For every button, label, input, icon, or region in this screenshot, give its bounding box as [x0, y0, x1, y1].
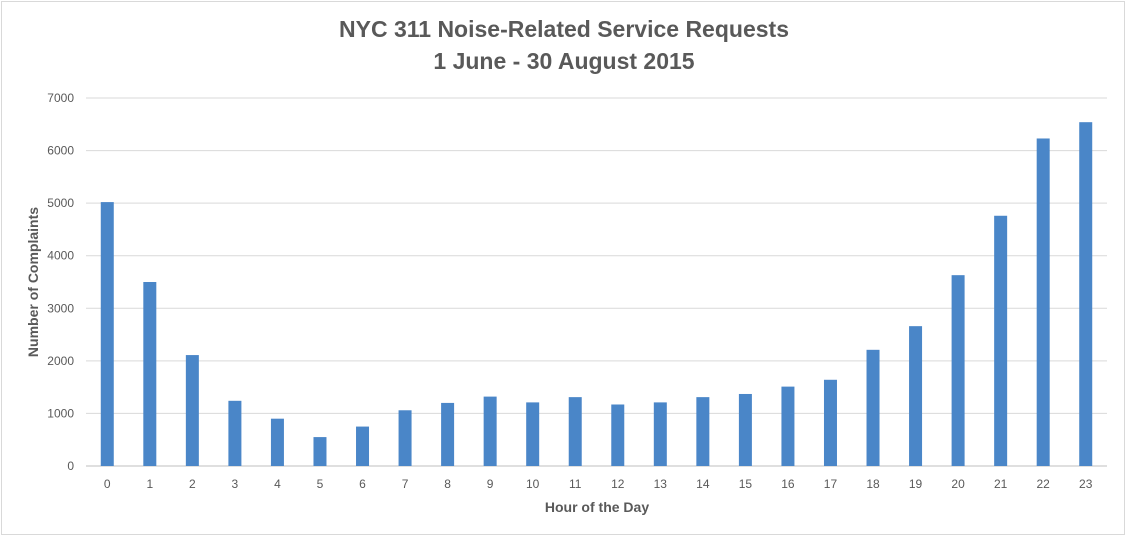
x-tick-label: 14	[696, 477, 710, 491]
y-tick-label: 4000	[47, 249, 74, 263]
y-tick-label: 2000	[47, 354, 74, 368]
x-tick-label: 8	[444, 477, 451, 491]
bar-hour-1	[143, 282, 157, 466]
bar-hour-7	[398, 410, 412, 466]
x-tick-label: 6	[359, 477, 366, 491]
y-tick-label: 7000	[47, 91, 74, 105]
x-tick-label: 17	[824, 477, 838, 491]
bar-hour-6	[356, 426, 370, 466]
bar-hour-14	[696, 397, 710, 466]
x-tick-label: 7	[402, 477, 409, 491]
y-tick-label: 1000	[47, 406, 74, 420]
bar-hour-9	[483, 396, 497, 466]
x-tick-label: 4	[274, 477, 281, 491]
bar-hour-18	[866, 349, 880, 466]
x-tick-label: 11	[569, 477, 582, 491]
bar-hour-3	[228, 400, 242, 466]
x-tick-label: 20	[951, 477, 965, 491]
x-tick-label: 13	[654, 477, 668, 491]
chart-subtitle: 1 June - 30 August 2015	[433, 48, 695, 74]
bar-hour-2	[185, 355, 199, 466]
gridlines	[86, 97, 1107, 467]
x-tick-label: 1	[146, 477, 153, 491]
y-tick-label: 3000	[47, 301, 74, 315]
bar-hour-8	[441, 402, 455, 466]
y-tick-label: 6000	[47, 144, 74, 158]
x-tick-label: 23	[1079, 477, 1093, 491]
bar-hour-13	[653, 402, 667, 466]
y-tick-label: 5000	[47, 196, 74, 210]
chart-title: NYC 311 Noise-Related Service Requests	[339, 16, 789, 42]
bar-hour-15	[738, 393, 752, 466]
bar-hour-11	[568, 397, 582, 466]
bars	[100, 122, 1093, 467]
bar-hour-21	[994, 215, 1008, 466]
y-tick-label: 0	[67, 459, 74, 473]
x-tick-label: 16	[781, 477, 795, 491]
bar-hour-23	[1079, 122, 1093, 466]
bar-hour-16	[781, 386, 795, 466]
bar-hour-12	[611, 404, 625, 466]
x-axis-label: Hour of the Day	[545, 499, 649, 515]
x-tick-label: 19	[909, 477, 923, 491]
x-tick-label: 0	[104, 477, 111, 491]
bar-hour-0	[100, 202, 114, 466]
y-axis-label: Number of Complaints	[25, 207, 41, 357]
x-tick-label: 22	[1037, 477, 1051, 491]
x-tick-label: 12	[611, 477, 625, 491]
x-tick-label: 21	[994, 477, 1008, 491]
x-tick-label: 9	[487, 477, 494, 491]
x-tick-label: 5	[317, 477, 324, 491]
x-tick-label: 2	[189, 477, 196, 491]
x-tick-label: 10	[526, 477, 540, 491]
x-tick-label: 3	[232, 477, 239, 491]
bar-hour-10	[526, 402, 540, 466]
bar-hour-20	[951, 275, 965, 466]
bar-hour-22	[1036, 138, 1050, 467]
bar-hour-4	[270, 418, 284, 466]
y-axis-ticks: 0 1000 2000 3000 4000 5000 6000 7000	[47, 91, 74, 473]
bar-hour-19	[909, 326, 923, 466]
bar-hour-17	[823, 379, 837, 466]
x-tick-label: 15	[739, 477, 753, 491]
bar-hour-5	[313, 437, 327, 466]
x-axis-ticks: 0 1 2 3 4 5 6 7 8 9 10 11 12 13 14 15 16 17 18 19 20 21 22 23	[104, 477, 1093, 491]
x-tick-label: 18	[866, 477, 880, 491]
